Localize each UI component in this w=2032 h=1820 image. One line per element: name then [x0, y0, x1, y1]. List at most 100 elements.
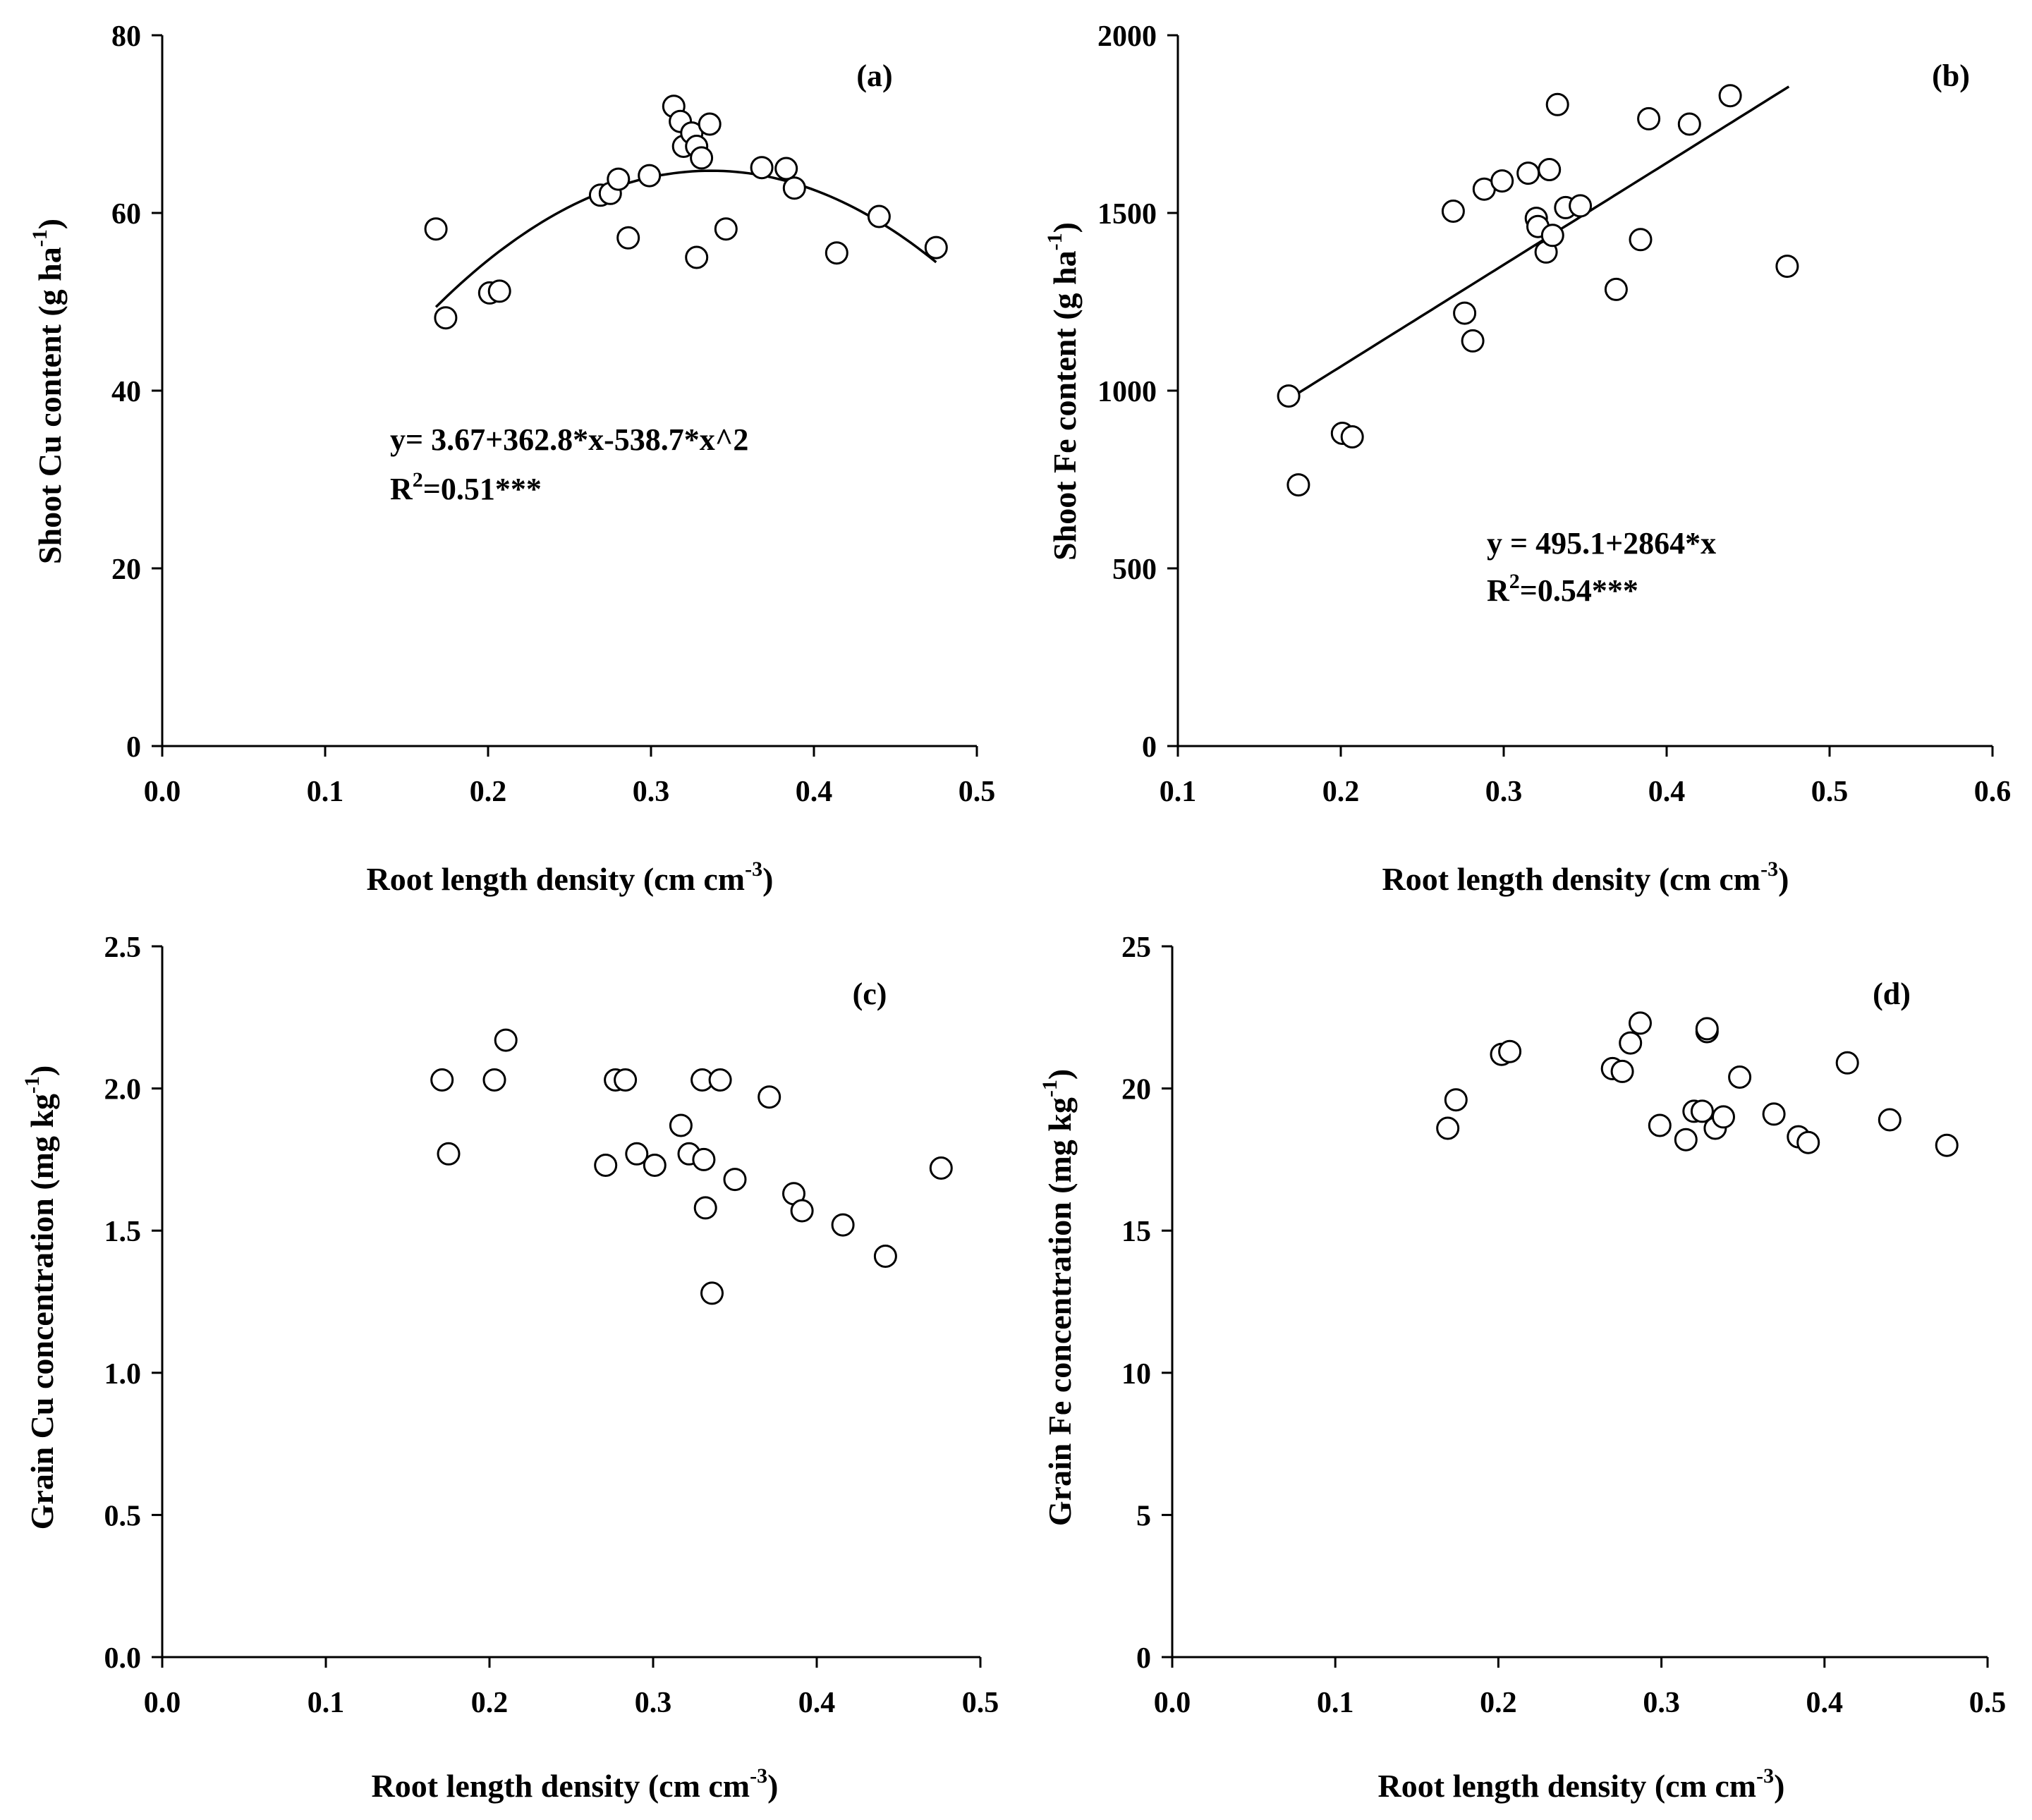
x-tick-label: 0.5 [959, 776, 996, 808]
r-squared-prefix: R [390, 472, 413, 506]
y-axis-title: Shoot Fe content (g ha-1) [1043, 222, 1083, 561]
x-axis-title-end: ) [1778, 861, 1789, 897]
data-point [774, 157, 798, 181]
data-point [1637, 106, 1661, 130]
y-tick-label: 5 [1136, 1500, 1151, 1532]
y-axis-title-sup: -1 [28, 229, 51, 247]
x-tick-label: 0.0 [1154, 1687, 1191, 1719]
panel-label: (b) [1932, 59, 1970, 93]
x-tick-label: 0.3 [635, 1687, 672, 1719]
data-point [831, 1213, 855, 1237]
data-point [1436, 1116, 1460, 1140]
y-axis-title-end: ) [24, 1065, 60, 1076]
data-point [698, 112, 722, 136]
r-squared-value: =0.51*** [423, 472, 542, 506]
panel-label: (d) [1873, 977, 1911, 1011]
data-point [1545, 92, 1569, 116]
x-axis-title-sup: -3 [1760, 857, 1778, 881]
axes: 0.1 0.2 0.3 0.4 0.5 0.6 0 500 1000 1500 2000 [1097, 20, 2011, 808]
data-point [700, 1281, 724, 1305]
panel-c-grain-cu: (c) 0.0 0.1 0.2 0.3 0.4 0.5 0.0 0.5 1.0 1.5 2.0 2.5… [20, 932, 999, 1804]
data-point [1604, 277, 1628, 301]
x-axis-title-end: ) [1774, 1768, 1784, 1804]
x-tick-label: 0.3 [1643, 1687, 1680, 1719]
data-point [614, 1068, 638, 1092]
data-point [430, 1068, 454, 1092]
y-axis-title-text: Grain Cu concentration (mg kg [24, 1094, 60, 1529]
y-axis-title-end: ) [1047, 222, 1083, 233]
x-tick-label: 0.6 [1974, 776, 2012, 808]
data-point [1629, 228, 1653, 252]
x-tick-label: 0.4 [1648, 776, 1686, 808]
data-point [1677, 112, 1701, 136]
data-point [1629, 1011, 1652, 1035]
r-squared: R2=0.54*** [1487, 570, 1638, 608]
data-point [607, 167, 631, 191]
y-axis-title-end: ) [32, 219, 68, 229]
x-tick-label: 0.1 [1317, 1687, 1354, 1719]
y-tick-label: 2.5 [104, 932, 142, 964]
panel-b-shoot-fe: (b) 0.1 0.2 0.3 0.4 0.5 0.6 0 500 1000 1500 2000 y… [1043, 20, 2011, 897]
x-tick-label: 0.5 [1969, 1687, 2007, 1719]
data-point [1619, 1031, 1643, 1055]
x-axis-title: Root length density (cm cm-3) [367, 857, 774, 897]
data-point [1878, 1108, 1902, 1132]
data-point [1540, 224, 1564, 248]
x-axis-title-text: Root length density (cm cm [1378, 1768, 1757, 1804]
y-tick-label: 25 [1121, 932, 1151, 964]
data-points [1436, 1011, 1959, 1157]
data-point [782, 176, 806, 200]
y-tick-label: 40 [111, 376, 141, 408]
data-point [723, 1168, 747, 1192]
y-tick-label: 1500 [1097, 198, 1157, 231]
data-point [1461, 329, 1485, 353]
y-tick-label: 15 [1121, 1216, 1151, 1248]
data-point [669, 1113, 693, 1137]
panel-label: (c) [853, 977, 887, 1011]
y-tick-label: 0 [1136, 1642, 1151, 1675]
y-axis-title-text: Shoot Cu content (g ha [32, 247, 68, 564]
data-point [1610, 1059, 1634, 1083]
axes: 0.0 0.1 0.2 0.3 0.4 0.5 0.0 0.5 1.0 1.5 2.0 2.5 [104, 932, 999, 1719]
y-tick-label: 20 [111, 554, 141, 586]
x-tick-label: 0.5 [962, 1687, 999, 1719]
y-axis-title-sup: -1 [1038, 1080, 1061, 1097]
data-point [1935, 1133, 1959, 1157]
regression-equation: y= 3.67+362.8*x-538.7*x^2 [390, 422, 748, 457]
panel-label: (a) [856, 59, 892, 93]
y-tick-label: 0.0 [104, 1642, 142, 1675]
data-point [825, 241, 848, 265]
data-point [1498, 1039, 1522, 1063]
y-axis-title-text: Grain Fe concentration (mg kg [1042, 1097, 1078, 1526]
data-point [494, 1028, 518, 1052]
data-point [708, 1068, 732, 1092]
data-point [1490, 169, 1514, 193]
x-axis-title-text: Root length density (cm cm [1382, 861, 1761, 897]
axes: 0.0 0.1 0.2 0.3 0.4 0.5 0 5 10 15 20 25 [1121, 932, 2006, 1719]
y-axis-title: Grain Fe concentration (mg kg-1) [1038, 1069, 1078, 1526]
y-tick-label: 0 [1142, 731, 1157, 764]
y-tick-label: 1.5 [104, 1216, 142, 1248]
x-tick-label: 0.4 [796, 776, 833, 808]
x-tick-label: 0.2 [471, 1687, 509, 1719]
x-axis-title: Root length density (cm cm-3) [372, 1764, 779, 1804]
data-point [1835, 1051, 1859, 1075]
x-tick-label: 0.3 [1485, 776, 1523, 808]
regression-line [1288, 85, 1790, 401]
data-points [430, 1028, 953, 1305]
data-point [1695, 1017, 1719, 1041]
data-points [1277, 84, 1799, 497]
data-point [873, 1245, 897, 1268]
data-point [1441, 200, 1465, 223]
data-point [1286, 473, 1310, 497]
x-axis-title: Root length density (cm cm-3) [1382, 857, 1789, 897]
r-squared: R2=0.51*** [390, 468, 542, 506]
data-point [482, 1068, 506, 1092]
regression-equation: y = 495.1+2864*x [1487, 526, 1716, 561]
data-point [487, 279, 511, 303]
data-point [434, 306, 458, 330]
panel-d-grain-fe: (d) 0.0 0.1 0.2 0.3 0.4 0.5 0 5 10 15 20 25 Root le… [1038, 932, 2006, 1804]
data-point [1674, 1128, 1698, 1152]
x-tick-label: 0.2 [1480, 1687, 1517, 1719]
